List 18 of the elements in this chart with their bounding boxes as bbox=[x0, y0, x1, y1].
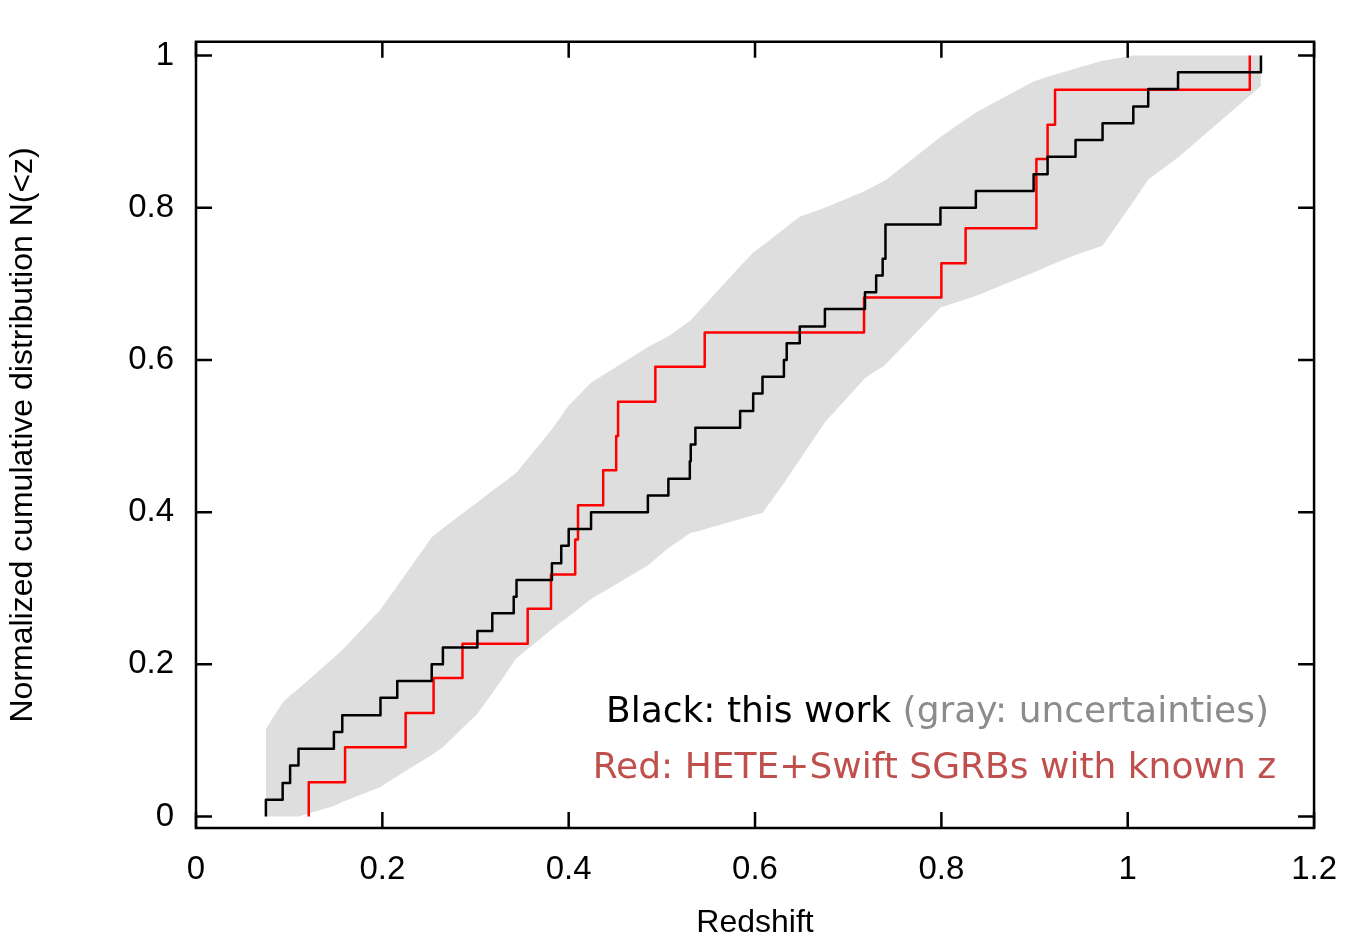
annotation: Red: HETE+Swift SGRBs with known z bbox=[592, 745, 1277, 786]
x-tick-label: 0 bbox=[186, 848, 206, 886]
x-tick-label: 0.8 bbox=[918, 848, 965, 886]
y-tick-label: 0.2 bbox=[128, 643, 174, 681]
y-tick-label: 0 bbox=[155, 795, 174, 833]
x-tick-label: 1.2 bbox=[1291, 848, 1337, 886]
x-tick-label: 0.4 bbox=[545, 848, 592, 886]
x-tick-label: 1 bbox=[1118, 848, 1137, 886]
y-tick-label: 0.4 bbox=[128, 491, 174, 529]
x-axis-title: Redshift bbox=[696, 902, 814, 939]
x-tick-label: 0.6 bbox=[732, 848, 778, 886]
x-tick-label: 0.2 bbox=[359, 848, 406, 886]
y-tick-label: 0.6 bbox=[128, 339, 174, 377]
y-tick-label: 1 bbox=[155, 34, 174, 72]
y-axis-title: Normalized cumulative distribution N(<z) bbox=[3, 147, 40, 723]
annotation: (gray: uncertainties) bbox=[902, 689, 1270, 730]
annotation: Black: this work bbox=[605, 689, 892, 730]
y-tick-label: 0.8 bbox=[128, 186, 174, 224]
